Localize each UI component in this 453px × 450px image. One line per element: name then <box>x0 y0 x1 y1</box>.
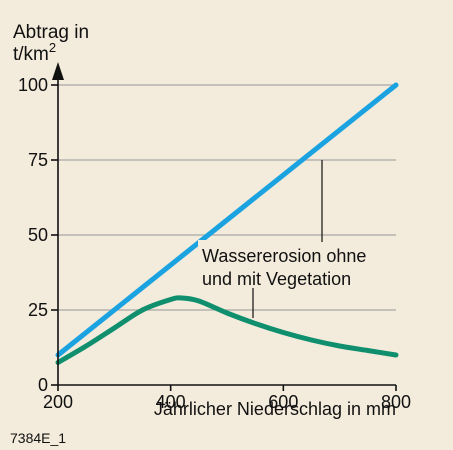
ticks: 0 25 50 75 100 200 400 600 800 <box>18 75 411 412</box>
series-line-2 <box>55 295 399 365</box>
x-tick-label-600: 600 <box>268 392 298 412</box>
y-tick-label-75: 75 <box>28 150 48 170</box>
x-axis-label: Jährlicher Niederschlag in mm <box>154 399 396 419</box>
series-line-1 <box>55 82 399 358</box>
y-axis-label-line1: Abtrag in <box>13 22 89 43</box>
y-tick-label-100: 100 <box>18 75 48 95</box>
grid <box>58 84 396 311</box>
x-tick-label-400: 400 <box>156 392 186 412</box>
y-axis-arrow-icon <box>52 62 64 80</box>
y-tick-label-25: 25 <box>28 300 48 320</box>
figure-code: 7384E_1 <box>10 430 66 446</box>
y-axis-label-line2: t/km2 <box>13 40 56 65</box>
annotation-line2: und mit Vegetation <box>202 269 351 289</box>
y-tick-label-0: 0 <box>38 375 48 395</box>
series-group <box>55 82 399 365</box>
annotation-line1: Wassererosion ohne <box>202 246 366 266</box>
axes <box>52 62 396 386</box>
x-tick-label-800: 800 <box>381 392 411 412</box>
x-tick-label-200: 200 <box>43 392 73 412</box>
annotation-background <box>198 240 398 288</box>
y-tick-label-50: 50 <box>28 225 48 245</box>
y-axis-label-superscript: 2 <box>49 40 56 55</box>
y-axis-label-unit: t/km <box>13 44 49 65</box>
